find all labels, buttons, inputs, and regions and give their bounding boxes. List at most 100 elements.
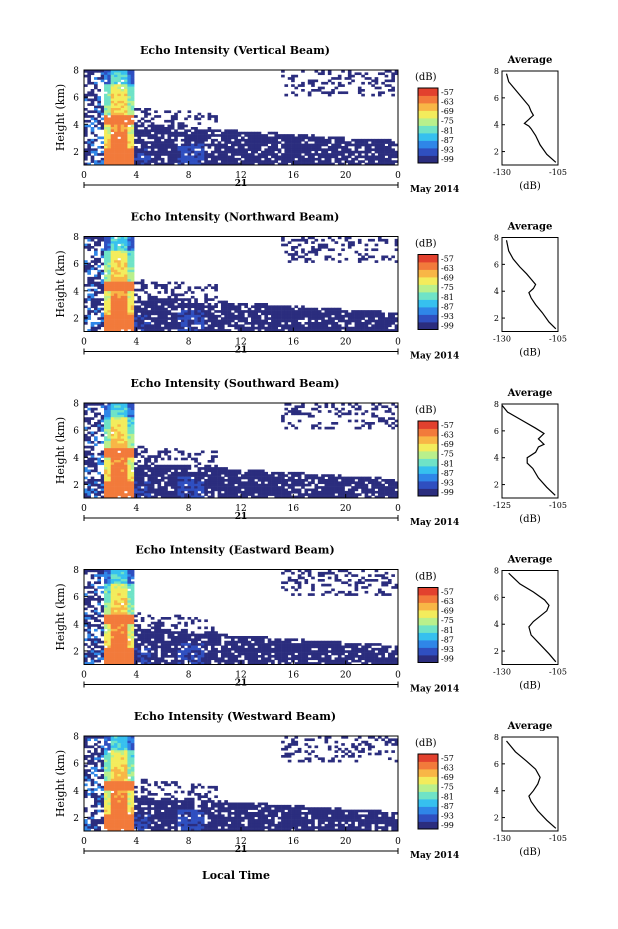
heatmap-cell <box>154 124 158 128</box>
heatmap-cell <box>291 322 295 325</box>
heatmap-cell <box>374 479 379 482</box>
heatmap-cell <box>124 74 128 78</box>
heatmap-cell <box>364 155 369 159</box>
heatmap-cell <box>294 495 299 499</box>
heatmap-cell <box>224 488 228 492</box>
heatmap-cell <box>107 260 112 263</box>
heatmap-cell <box>210 457 215 461</box>
heatmap-cell <box>304 412 309 416</box>
heatmap-cell <box>177 467 182 470</box>
heatmap-cell <box>234 493 238 496</box>
heatmap-cell <box>130 155 135 159</box>
heatmap-cell <box>327 310 332 313</box>
heatmap-cell <box>110 274 115 278</box>
heatmap-cell <box>130 445 135 449</box>
heatmap-cell <box>114 574 118 577</box>
heatmap-cell <box>150 488 155 492</box>
heatmap-cell <box>347 162 352 166</box>
heatmap-cell <box>281 143 285 147</box>
heatmap-cell <box>107 647 112 651</box>
heatmap-cell <box>137 452 142 456</box>
heatmap-cell <box>247 141 252 144</box>
heatmap-cell <box>281 471 285 475</box>
heatmap-cell <box>237 490 242 494</box>
heatmap-cell <box>110 657 115 661</box>
heatmap-cell <box>124 129 128 133</box>
heatmap-cell <box>150 481 155 485</box>
heatmap-cell <box>374 312 379 316</box>
heatmap-cell <box>371 153 375 156</box>
heatmap-cell <box>100 74 105 78</box>
heatmap-cell <box>204 469 208 473</box>
heatmap-cell <box>301 70 305 73</box>
heatmap-cell <box>117 246 122 249</box>
heatmap-cell <box>124 274 128 278</box>
heatmap-cell <box>144 326 148 330</box>
heatmap-cell <box>134 305 138 309</box>
heatmap-cell <box>90 117 95 121</box>
heatmap-cell <box>110 255 115 259</box>
heatmap-cell <box>100 317 105 320</box>
heatmap-cell <box>374 407 379 411</box>
heatmap-cell <box>204 329 208 332</box>
heatmap-cell <box>261 495 265 499</box>
heatmap-cell <box>234 490 238 494</box>
heatmap-cell <box>134 452 138 456</box>
heatmap-cell <box>371 141 375 144</box>
heatmap-cell <box>104 248 108 252</box>
colorbar-swatch <box>418 314 438 323</box>
heatmap-cell <box>364 257 369 261</box>
heatmap-cell <box>144 303 148 306</box>
heatmap-cell <box>117 112 122 116</box>
heatmap-cell <box>377 322 382 325</box>
heatmap-cell <box>204 134 208 137</box>
heatmap-cell <box>117 319 122 323</box>
heatmap-cell <box>384 422 389 425</box>
heatmap-cell <box>104 300 108 304</box>
heatmap-cell <box>224 471 228 475</box>
heatmap-cell <box>110 412 115 416</box>
heatmap-cell <box>94 462 98 466</box>
heatmap-cell <box>271 310 275 313</box>
heatmap-cell <box>117 157 122 161</box>
heatmap-cell <box>104 414 108 418</box>
heatmap-cell <box>264 136 269 140</box>
heatmap-cell <box>87 243 91 247</box>
heatmap-cell <box>197 329 202 332</box>
heatmap-cell <box>220 146 225 149</box>
heatmap-cell <box>124 86 128 90</box>
heatmap-cell <box>277 162 282 166</box>
heatmap-cell <box>261 324 265 328</box>
heatmap-cell <box>104 647 108 651</box>
heatmap-cell <box>114 250 118 254</box>
average-y-tick-label: 6 <box>494 427 499 436</box>
heatmap-cell <box>110 476 115 480</box>
heatmap-cell <box>214 129 218 133</box>
heatmap-cell <box>287 260 292 263</box>
heatmap-cell <box>124 162 128 166</box>
heatmap-cell <box>241 162 245 166</box>
heatmap-cell <box>351 79 355 83</box>
heatmap-cell <box>144 448 148 451</box>
heatmap-cell <box>97 479 101 482</box>
heatmap-cell <box>120 429 125 432</box>
heatmap-cell <box>311 488 315 492</box>
heatmap-cell <box>134 281 138 285</box>
heatmap-cell <box>140 138 145 142</box>
heatmap-cell <box>180 307 185 311</box>
heatmap-cell <box>150 117 155 121</box>
heatmap-cell <box>164 303 168 306</box>
heatmap-cell <box>114 96 118 99</box>
heatmap-cell <box>87 269 91 273</box>
heatmap-cell <box>307 136 312 140</box>
heatmap-cell <box>174 319 178 323</box>
heatmap-cell <box>134 312 138 316</box>
heatmap-cell <box>357 72 362 76</box>
colorbar-tick-label: -69 <box>441 107 454 116</box>
heatmap-cell <box>94 655 98 658</box>
heatmap-cell <box>160 160 165 163</box>
heatmap-cell <box>220 479 225 482</box>
heatmap-cell <box>324 486 329 489</box>
heatmap-cell <box>327 474 332 477</box>
heatmap-cell <box>127 417 132 420</box>
